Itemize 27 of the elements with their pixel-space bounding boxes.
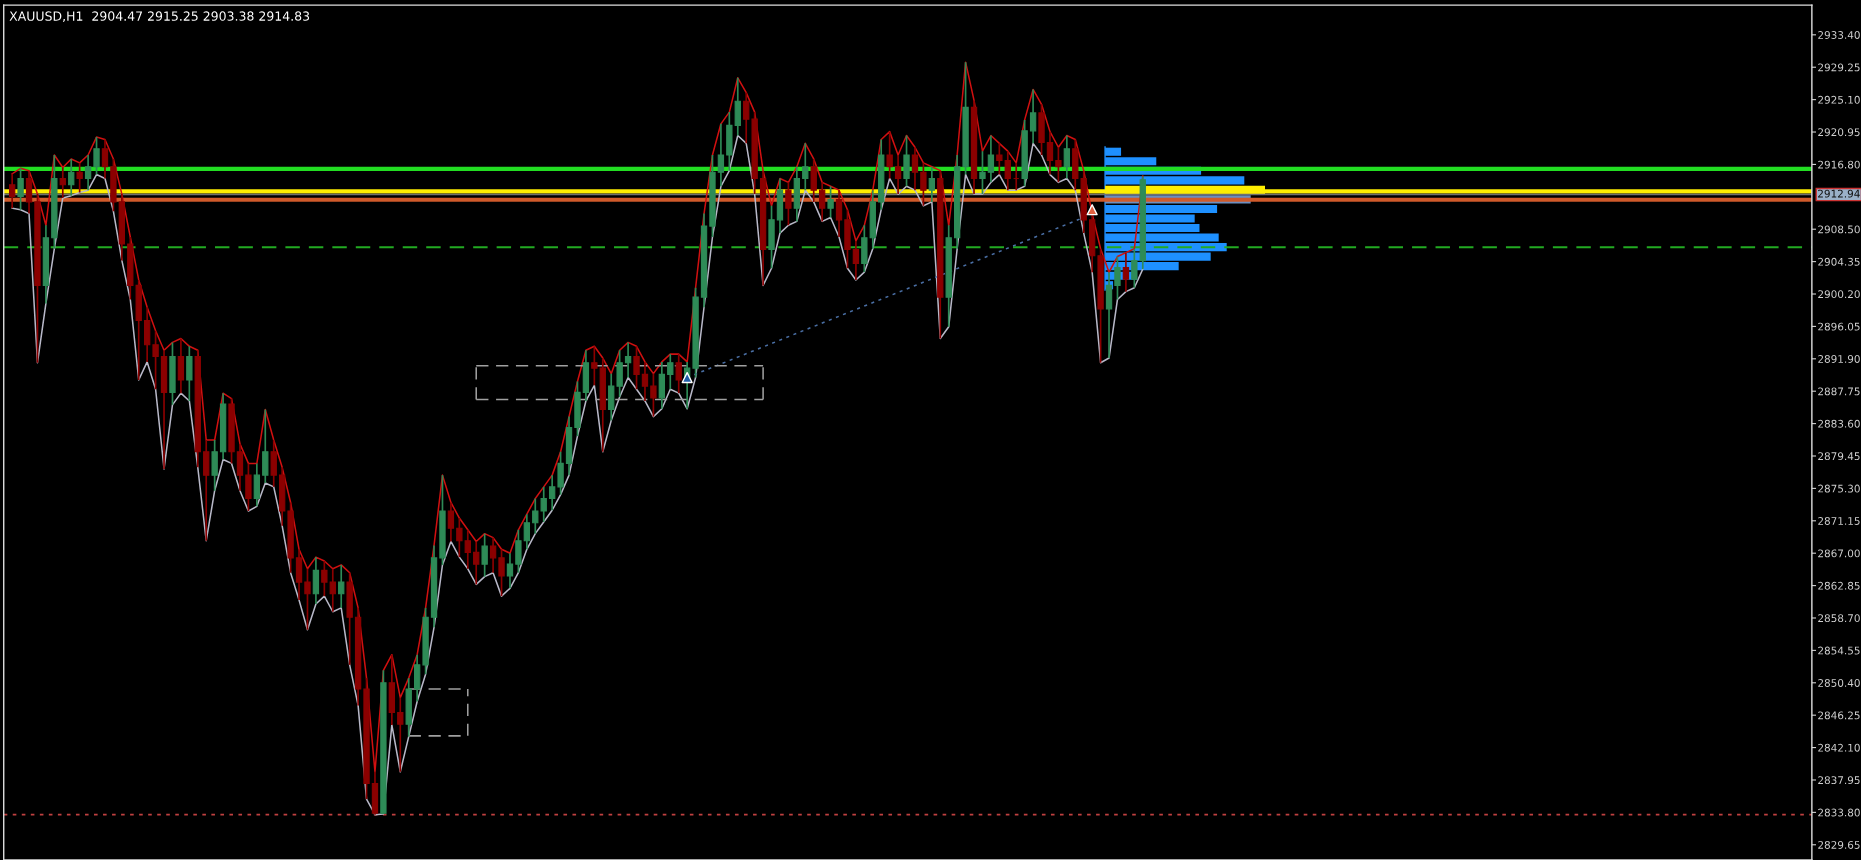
y-tick-label: 2854.55 xyxy=(1818,646,1860,655)
y-tick-label: 2929.25 xyxy=(1818,63,1860,72)
y-tick-label: 2867.00 xyxy=(1818,549,1860,558)
y-tick-label: 2920.95 xyxy=(1818,128,1860,137)
y-tick-label: 2846.25 xyxy=(1818,711,1860,720)
y-tick-label: 2837.95 xyxy=(1818,776,1860,785)
y-tick-label: 2871.15 xyxy=(1818,517,1860,525)
y-tick-label: 2891.90 xyxy=(1818,355,1860,363)
y-tick-label: 2916.80 xyxy=(1818,160,1860,169)
ref-line-label: 2912.94 xyxy=(1818,189,1860,198)
y-tick-label: 2933.40 xyxy=(1818,31,1860,39)
y-tick-label: 2883.60 xyxy=(1818,419,1860,428)
y-tick-label: 2925.10 xyxy=(1818,95,1860,104)
y-tick-label: 2862.85 xyxy=(1818,581,1860,590)
y-tick-label: 2887.75 xyxy=(1818,387,1860,396)
y-tick-label: 2896.05 xyxy=(1818,322,1860,331)
y-tick-label: 2879.45 xyxy=(1818,452,1860,461)
y-tick-label: 2842.10 xyxy=(1818,743,1860,752)
y-tick-label: 2908.50 xyxy=(1818,225,1860,234)
chart-title: XAUUSD,H1 2904.47 2915.25 2903.38 2914.83 xyxy=(9,11,310,23)
y-tick-label: 2833.80 xyxy=(1818,808,1860,817)
y-tick-label: 2829.65 xyxy=(1818,841,1860,849)
y-tick-label: 2904.35 xyxy=(1818,257,1860,266)
y-tick-label: 2850.40 xyxy=(1818,679,1860,687)
y-tick-label: 2875.30 xyxy=(1818,484,1860,493)
y-tick-label: 2900.20 xyxy=(1818,290,1860,299)
y-tick-label: 2858.70 xyxy=(1818,614,1860,623)
